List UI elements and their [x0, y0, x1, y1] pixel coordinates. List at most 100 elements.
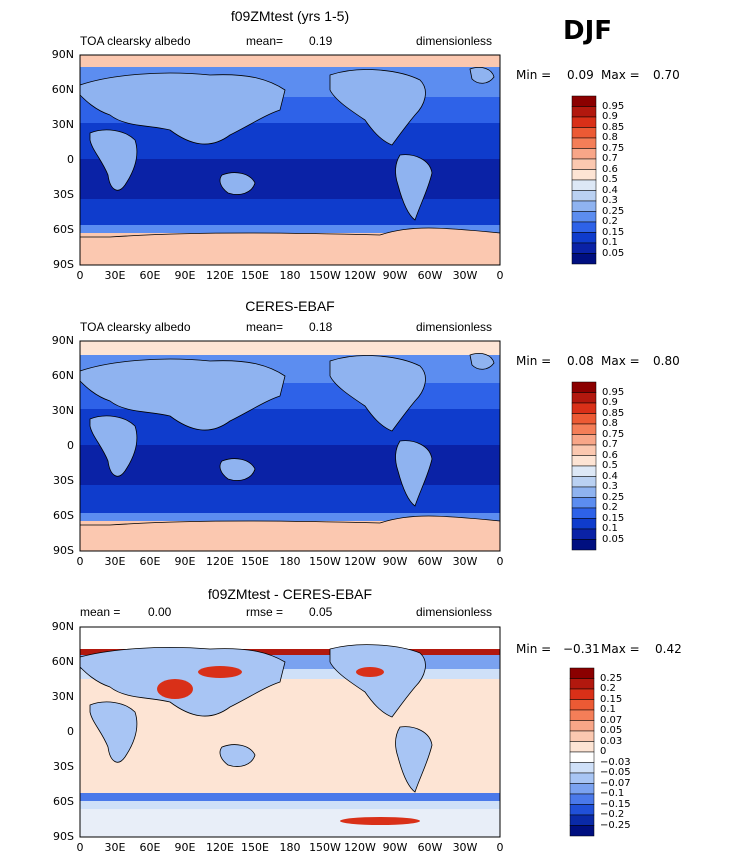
longitude-label: 60W	[417, 841, 443, 854]
panel-2-mean-value: 0.18	[309, 320, 333, 334]
colorbar-label: 0.07	[600, 714, 623, 726]
latitude-label: 60N	[51, 83, 74, 96]
panel-3-mean-value: 0.00	[148, 605, 172, 619]
colorbar-swatch	[571, 507, 597, 519]
colorbar-label: 0.9	[602, 397, 618, 408]
colorbar-label: 0	[600, 746, 607, 757]
longitude-label: 150W	[309, 555, 341, 568]
longitude-label: 60E	[139, 841, 161, 854]
panel-3-title: f09ZMtest - CERES-EBAF	[207, 586, 373, 602]
panel-3-map	[79, 626, 501, 838]
colorbar-swatch	[569, 741, 595, 753]
panel-2-mean-label: mean=	[246, 320, 284, 334]
colorbar-label: −0.2	[600, 809, 625, 820]
latitude-label: 90S	[53, 544, 74, 557]
panel-1-mean-value: 0.19	[309, 34, 333, 48]
colorbar-swatch	[571, 232, 597, 244]
longitude-label: 150E	[241, 555, 269, 568]
longitude-label: 0	[496, 269, 504, 282]
colorbar-label: −0.03	[600, 756, 631, 768]
longitude-label: 120W	[344, 841, 376, 854]
colorbar-swatch	[569, 709, 595, 721]
colorbar-swatch	[571, 127, 597, 139]
longitude-label: 30E	[104, 555, 126, 568]
colorbar-swatch	[571, 106, 597, 118]
latitude-label: 90S	[53, 830, 74, 843]
longitude-label: 150W	[309, 841, 341, 854]
longitude-label: 120E	[206, 841, 234, 854]
colorbar-swatch	[571, 402, 597, 414]
colorbar-swatch	[571, 179, 597, 191]
latitude-label: 90N	[51, 334, 74, 347]
colorbar-swatch	[571, 200, 597, 212]
latitude-label: 0	[67, 439, 74, 452]
colorbar-label: 0.15	[602, 512, 625, 524]
panel-3-mean-label: mean =	[80, 605, 121, 619]
colorbar-swatch	[571, 444, 597, 456]
panel-2-max-label: Max =	[601, 354, 640, 368]
colorbar-swatch	[571, 221, 597, 233]
colorbar-label: 0.05	[602, 247, 625, 259]
latitude-label: 60S	[53, 795, 74, 808]
colorbar-swatch	[569, 678, 595, 690]
panel-3-rmse-label: rmse =	[246, 605, 284, 619]
colorbar-label: 0.7	[602, 153, 618, 164]
panel-2-variable-label: TOA clearsky albedo	[80, 320, 191, 334]
colorbar-label: 0.9	[602, 111, 618, 122]
panel-1-title: f09ZMtest (yrs 1-5)	[230, 8, 350, 24]
latitude-label: 30N	[51, 404, 74, 417]
panel-3-min-label: Min =	[516, 642, 552, 656]
latitude-label: 30N	[51, 690, 74, 703]
colorbar-swatch	[571, 392, 597, 404]
panel-3-units: dimensionless	[416, 605, 493, 619]
panel-1-max-label: Max =	[601, 68, 640, 82]
colorbar-swatch	[569, 688, 595, 700]
colorbar-label: 0.5	[602, 460, 618, 471]
colorbar-swatch	[569, 699, 595, 711]
season-label: DJF	[563, 16, 613, 46]
panel-3-colorbar-swatches	[569, 667, 595, 837]
colorbar-label: 0.75	[602, 142, 625, 154]
colorbar-swatch	[571, 95, 597, 107]
panel-1-colorbar-swatches	[571, 95, 597, 265]
longitude-label: 30W	[452, 269, 478, 282]
colorbar-swatch	[571, 211, 597, 223]
longitude-label: 30W	[452, 841, 478, 854]
colorbar-swatch	[571, 116, 597, 128]
panel-2-max-value: 0.80	[653, 354, 680, 368]
colorbar-swatch	[569, 667, 595, 679]
panel-1-min-label: Min =	[516, 68, 552, 82]
colorbar-label: −0.25	[600, 819, 631, 831]
longitude-label: 90E	[174, 555, 196, 568]
latitude-label: 60N	[51, 655, 74, 668]
colorbar-label: 0.25	[602, 491, 625, 503]
panel-2-colorbar-swatches	[571, 381, 597, 551]
colorbar-swatch	[571, 518, 597, 530]
colorbar-label: 0.85	[602, 121, 625, 133]
colorbar-label: 0.1	[600, 704, 616, 715]
longitude-label: 120E	[206, 269, 234, 282]
longitude-label: 90E	[174, 841, 196, 854]
longitude-label: 180	[279, 555, 301, 568]
colorbar-label: 0.25	[600, 672, 623, 684]
longitude-label: 90E	[174, 269, 196, 282]
colorbar-swatch	[571, 434, 597, 446]
latitude-label: 0	[67, 725, 74, 738]
longitude-label: 60E	[139, 555, 161, 568]
latitude-label: 30N	[51, 118, 74, 131]
colorbar-swatch	[569, 720, 595, 732]
latitude-label: 90N	[51, 620, 74, 633]
colorbar-label: −0.05	[600, 767, 631, 778]
colorbar-swatch	[571, 242, 597, 254]
latitude-label: 30S	[53, 760, 74, 773]
colorbar-label: 0.8	[602, 418, 618, 429]
longitude-label: 30E	[104, 269, 126, 282]
panel-3-max-label: Max =	[601, 642, 640, 656]
longitude-label: 90W	[382, 555, 408, 568]
longitude-label: 180	[279, 841, 301, 854]
colorbar-swatch	[571, 423, 597, 435]
longitude-label: 150E	[241, 269, 269, 282]
latitude-label: 30S	[53, 474, 74, 487]
panel-1-min-value: 0.09	[567, 68, 594, 82]
longitude-label: 0	[496, 555, 504, 568]
